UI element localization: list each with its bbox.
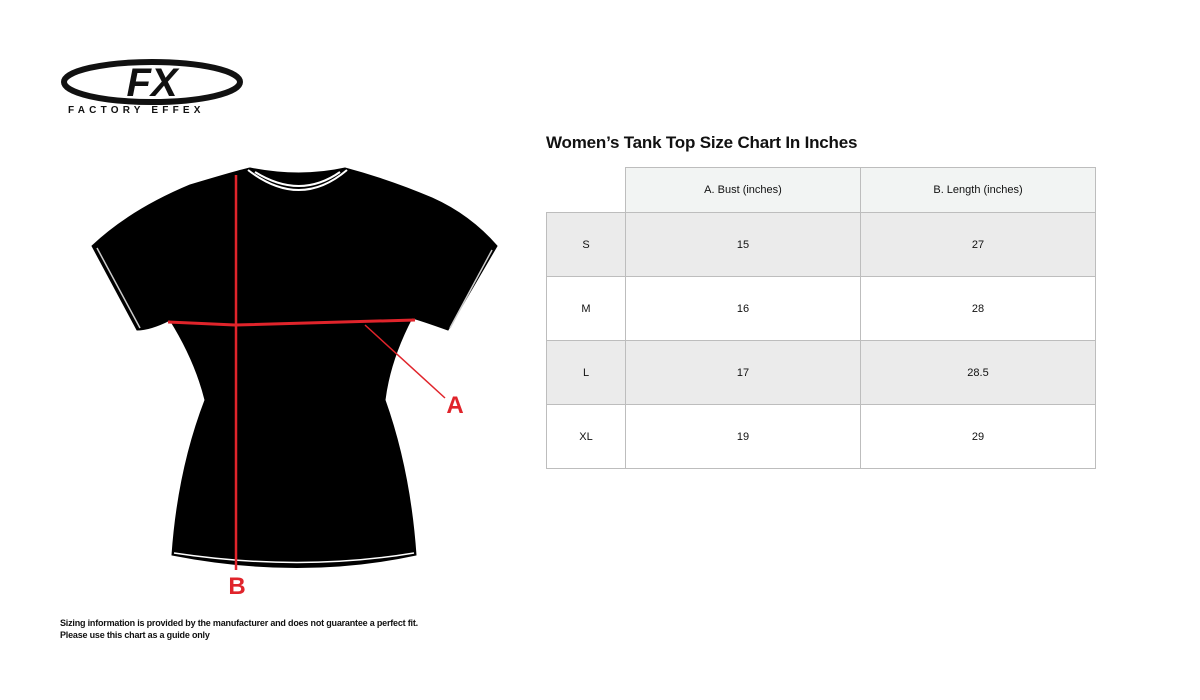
fx-logo: FX: [61, 59, 243, 105]
length-cell: 28.5: [860, 340, 1096, 405]
disclaimer-line-2: Please use this chart as a guide only: [60, 630, 210, 640]
header-row: A. Bust (inches) B. Length (inches): [546, 167, 1096, 213]
bust-cell: 17: [625, 340, 861, 405]
size-cell: M: [546, 276, 626, 341]
tshirt-diagram: A B: [91, 167, 498, 600]
header-length: B. Length (inches): [860, 167, 1096, 213]
label-a: A: [446, 392, 463, 419]
table-row: XL 19 29: [546, 404, 1096, 469]
size-cell: S: [546, 212, 626, 277]
disclaimer: Sizing information is provided by the ma…: [60, 617, 418, 641]
length-cell: 27: [860, 212, 1096, 277]
table-row: L 17 28.5: [546, 340, 1096, 405]
page-title: Women’s Tank Top Size Chart In Inches: [546, 133, 858, 152]
length-cell: 28: [860, 276, 1096, 341]
logo-text: FACTORY EFFEX: [68, 105, 205, 116]
table-row: S 15 27: [546, 212, 1096, 277]
tshirt-shape: [91, 167, 498, 568]
svg-text:FX: FX: [126, 61, 179, 105]
table-row: M 16 28: [546, 276, 1096, 341]
size-cell: L: [546, 340, 626, 405]
length-cell: 29: [860, 404, 1096, 469]
disclaimer-line-1: Sizing information is provided by the ma…: [60, 618, 418, 628]
header-bust: A. Bust (inches): [625, 167, 861, 213]
size-cell: XL: [546, 404, 626, 469]
bust-cell: 19: [625, 404, 861, 469]
size-table: A. Bust (inches) B. Length (inches) S 15…: [546, 167, 1096, 469]
label-b: B: [228, 573, 245, 600]
header-blank: [546, 167, 626, 213]
bust-cell: 16: [625, 276, 861, 341]
bust-cell: 15: [625, 212, 861, 277]
